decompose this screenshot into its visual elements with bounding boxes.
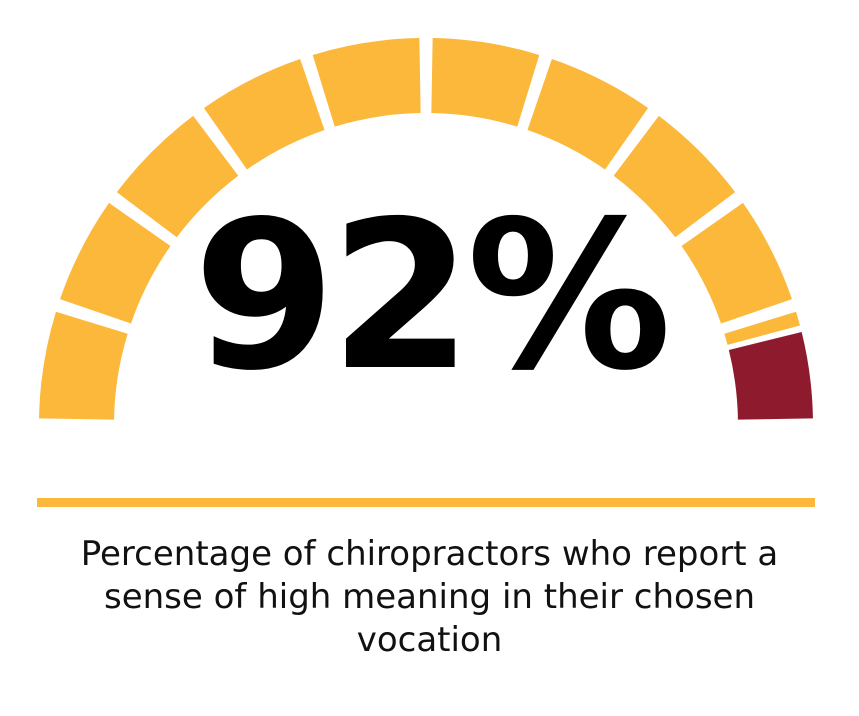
gauge-segment-filled [116, 115, 239, 238]
caption-line-1: Percentage of chiropractors who report a [80, 534, 779, 574]
gauge-segment-filled [527, 59, 649, 170]
gauge-value-label: 92% [193, 178, 672, 416]
gauge-segment-filled [39, 311, 128, 420]
gauge-segment-filled [431, 38, 540, 127]
gauge-segment-filled-partial [724, 311, 801, 345]
caption: Percentage of chiropractors who report a… [0, 533, 859, 662]
caption-line-3: vocation [356, 620, 503, 660]
gauge-segment-filled [312, 38, 421, 127]
caption-line-2: sense of high meaning in their chosen [104, 577, 755, 617]
gauge-segment-remainder-partial [728, 331, 813, 420]
divider-rule [37, 498, 815, 507]
gauge-segment-filled [60, 202, 171, 324]
gauge-segment-filled [613, 115, 736, 238]
gauge-segment-filled [203, 59, 325, 170]
gauge-segment-filled [681, 202, 792, 324]
